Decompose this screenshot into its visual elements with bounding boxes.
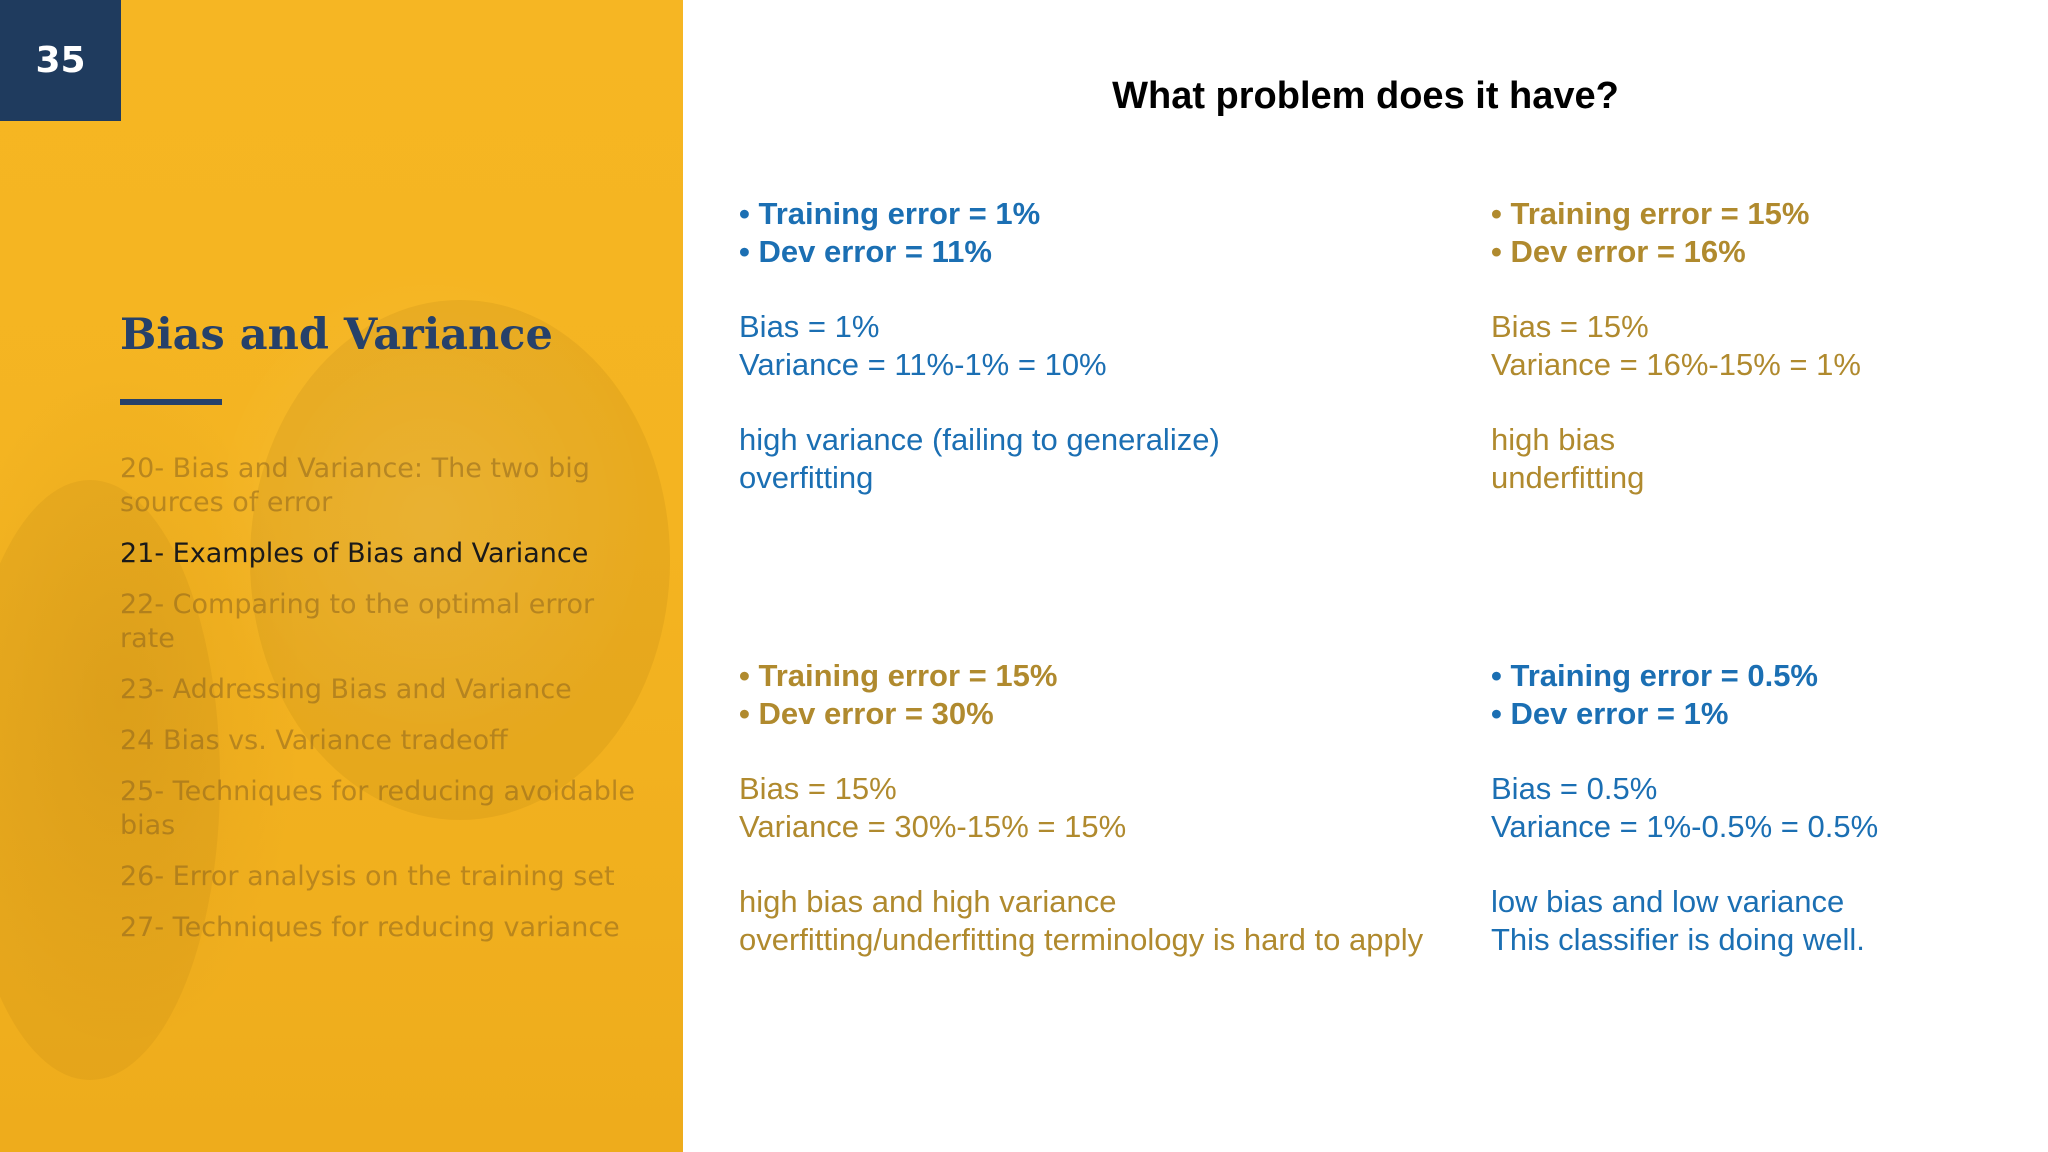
- toc-item[interactable]: 27- Techniques for reducing variance: [120, 912, 620, 943]
- training-error: • Training error = 1%: [739, 196, 1041, 231]
- variance-value: Variance = 30%-15% = 15%: [739, 809, 1127, 844]
- case-block: • Training error = 0.5% • Dev error = 1%…: [1491, 657, 1878, 959]
- case-block: • Training error = 15% • Dev error = 16%…: [1491, 195, 1861, 497]
- toc-item[interactable]: 20- Bias and Variance: The two big sourc…: [120, 453, 590, 518]
- case-block: • Training error = 15% • Dev error = 30%…: [739, 657, 1423, 959]
- diagnosis-line: underfitting: [1491, 460, 1645, 495]
- dev-error: • Dev error = 1%: [1491, 696, 1729, 731]
- dev-error: • Dev error = 16%: [1491, 234, 1746, 269]
- section-title: Bias and Variance: [120, 310, 553, 360]
- variance-value: Variance = 16%-15% = 1%: [1491, 347, 1861, 382]
- diagnosis-line: high bias and high variance: [739, 884, 1117, 919]
- dev-error: • Dev error = 11%: [739, 234, 992, 269]
- training-error: • Training error = 15%: [739, 658, 1058, 693]
- toc-item-current[interactable]: 21- Examples of Bias and Variance: [120, 538, 589, 569]
- training-error: • Training error = 15%: [1491, 196, 1810, 231]
- diagnosis-line: overfitting: [739, 460, 874, 495]
- table-of-contents: 20- Bias and Variance: The two big sourc…: [120, 452, 640, 962]
- variance-value: Variance = 11%-1% = 10%: [739, 347, 1107, 382]
- bias-value: Bias = 15%: [739, 771, 897, 806]
- toc-item[interactable]: 26- Error analysis on the training set: [120, 861, 615, 892]
- toc-item[interactable]: 24 Bias vs. Variance tradeoff: [120, 725, 508, 756]
- toc-item[interactable]: 25- Techniques for reducing avoidable bi…: [120, 776, 636, 841]
- toc-item[interactable]: 22- Comparing to the optimal error rate: [120, 589, 595, 654]
- dev-error: • Dev error = 30%: [739, 696, 994, 731]
- diagnosis-line: high variance (failing to generalize): [739, 422, 1220, 457]
- case-block: • Training error = 1% • Dev error = 11% …: [739, 195, 1220, 497]
- diagnosis-line: high bias: [1491, 422, 1616, 457]
- toc-item[interactable]: 23- Addressing Bias and Variance: [120, 674, 572, 705]
- bias-value: Bias = 0.5%: [1491, 771, 1658, 806]
- background-photo-shadow: [0, 480, 220, 1080]
- diagnosis-line: This classifier is doing well.: [1491, 922, 1865, 957]
- slide-number-badge: 35: [0, 0, 121, 121]
- diagnosis-line: overfitting/underfitting terminology is …: [739, 922, 1424, 957]
- variance-value: Variance = 1%-0.5% = 0.5%: [1491, 809, 1879, 844]
- slide-heading: What problem does it have?: [1112, 75, 1619, 117]
- background-photo: [250, 300, 670, 820]
- training-error: • Training error = 0.5%: [1491, 658, 1818, 693]
- title-underline: [120, 399, 222, 405]
- sidebar-panel: 35 Bias and Variance 20- Bias and Varian…: [0, 0, 683, 1152]
- diagnosis-line: low bias and low variance: [1491, 884, 1845, 919]
- bias-value: Bias = 15%: [1491, 309, 1649, 344]
- bias-value: Bias = 1%: [739, 309, 880, 344]
